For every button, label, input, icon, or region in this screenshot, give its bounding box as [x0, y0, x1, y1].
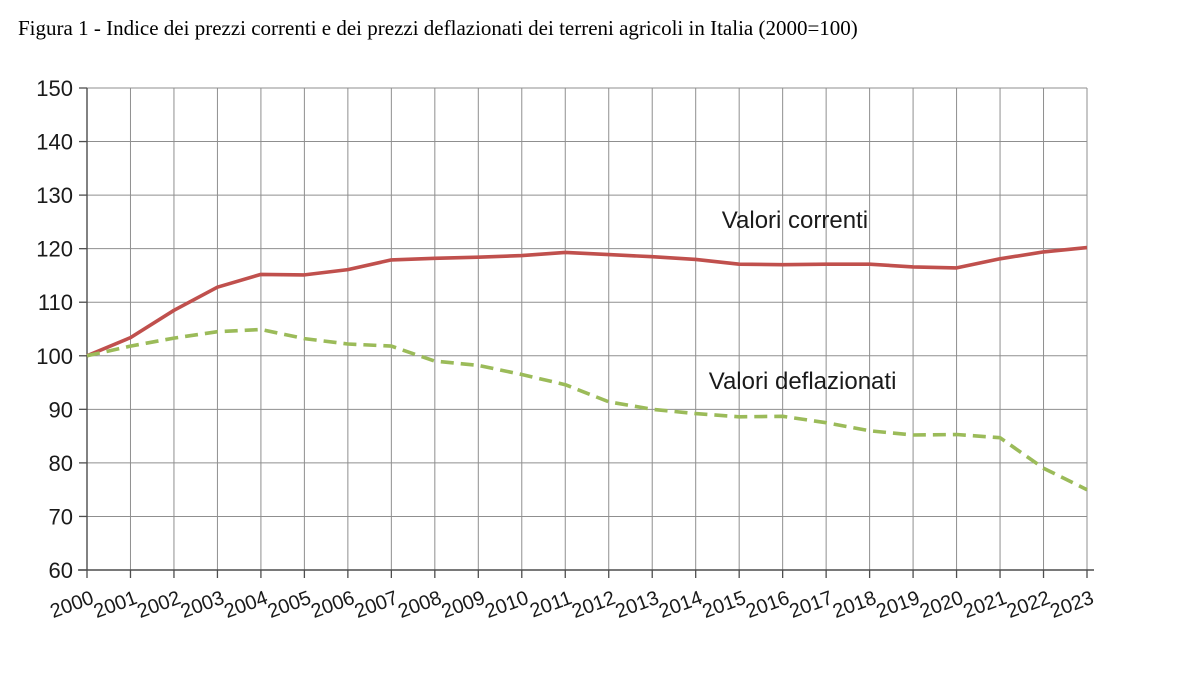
x-axis-label: 2012 [569, 587, 618, 623]
y-axis-label: 90 [49, 397, 73, 422]
x-axis-label: 2023 [1047, 587, 1096, 623]
x-axis-label: 2014 [656, 587, 705, 623]
x-axis-label: 2004 [221, 587, 270, 623]
y-axis-label: 110 [38, 290, 73, 315]
y-axis-label: 130 [36, 183, 73, 208]
x-axis-label: 2021 [960, 587, 1009, 623]
x-axis-label: 2013 [613, 587, 662, 623]
series-line-valori-deflazionati [86, 327, 1088, 492]
x-axis-label: 2006 [308, 587, 357, 623]
x-axis-label: 2009 [439, 587, 488, 623]
y-axis-label: 80 [49, 451, 73, 476]
x-axis-label: 2022 [1004, 587, 1053, 623]
x-axis-label: 2019 [873, 587, 922, 623]
y-axis-label: 120 [36, 237, 73, 262]
y-axis-label: 100 [36, 344, 73, 369]
x-axis-label: 2011 [527, 587, 575, 622]
x-axis-label: 2000 [47, 587, 96, 623]
series-label-valori-deflazionati: Valori deflazionati [708, 368, 897, 396]
x-axis-label: 2010 [482, 587, 531, 623]
y-axis-label: 70 [49, 504, 73, 529]
series-label-valori-correnti: Valori correnti [721, 206, 869, 234]
series-line-valori-correnti [86, 245, 1088, 358]
x-axis-label: 2017 [786, 587, 835, 623]
x-axis-label: 2002 [134, 587, 183, 623]
x-axis-label: 2007 [352, 587, 401, 623]
figure-title: Figura 1 - Indice dei prezzi correnti e … [18, 16, 858, 40]
y-axis-label: 150 [36, 76, 73, 101]
x-axis-label: 2005 [265, 587, 314, 623]
x-axis-label: 2018 [830, 587, 879, 623]
x-axis-label: 2003 [178, 587, 227, 623]
x-axis-label: 2015 [700, 587, 749, 623]
y-axis-label: 140 [36, 130, 73, 155]
x-axis-label: 2020 [917, 587, 966, 623]
x-axis-label: 2008 [395, 587, 444, 623]
x-axis-label: 2001 [91, 587, 140, 623]
y-axis-label: 60 [49, 558, 73, 583]
x-axis-label: 2016 [743, 587, 792, 623]
